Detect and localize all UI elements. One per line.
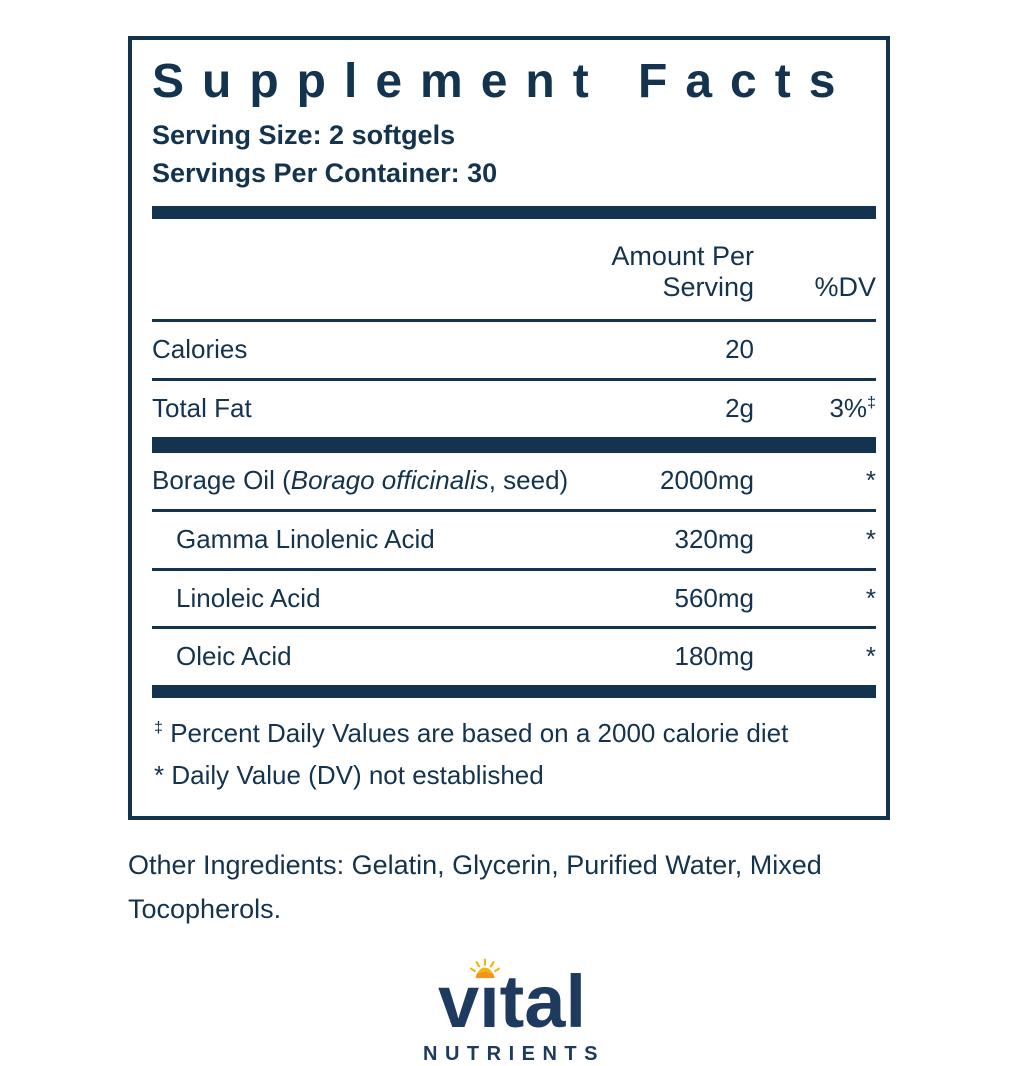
nutrient-name: Total Fat: [152, 393, 252, 424]
nutrient-row-gamma-linolenic-acid: Gamma Linolenic Acid 320mg *: [152, 512, 876, 571]
nutrient-dv: 3%‡: [754, 392, 876, 426]
nutrient-amount: 20: [725, 334, 754, 365]
nutrient-dv: *: [865, 582, 876, 613]
nutrient-amount: 320mg: [674, 523, 755, 554]
footnote-text: Daily Value (DV) not established: [171, 760, 544, 791]
serving-size: Serving Size: 2 softgels: [152, 119, 456, 150]
column-header-dv: %DV: [814, 272, 876, 303]
label-page: Supplement Facts Serving Size: 2 softgel…: [128, 0, 896, 1066]
logo-wordmark: vıtal: [438, 958, 586, 1039]
sun-icon: [469, 958, 501, 979]
brand-logo: vıtal NUTRIENTS: [419, 958, 605, 1066]
column-header-row: Amount Per Serving %DV: [152, 219, 876, 323]
footnote-marker-dagger: ‡: [154, 718, 163, 737]
nutrient-name: Borage Oil (Borago officinalis, seed): [152, 464, 584, 498]
logo-word-text: vıtal: [437, 959, 587, 1043]
column-header-amount: Amount Per Serving: [611, 241, 754, 303]
thick-divider-top: [152, 206, 876, 220]
footnote-text: Percent Daily Values are based on a 2000…: [170, 718, 789, 749]
nutrient-dv: *: [865, 465, 876, 496]
nutrient-row-calories: Calories 20: [152, 322, 876, 382]
supplement-facts-panel: Supplement Facts Serving Size: 2 softgel…: [128, 36, 890, 821]
footnotes: ‡ Percent Daily Values are based on a 20…: [152, 698, 876, 800]
nutrient-row-linoleic-acid: Linoleic Acid 560mg *: [152, 571, 876, 630]
nutrient-amount: 2g: [725, 393, 754, 424]
footnote-dv-not-established: * Daily Value (DV) not established: [154, 754, 876, 796]
nutrient-dv: *: [865, 523, 876, 554]
dv-value: 3%: [829, 393, 868, 424]
nutrient-row-oleic-acid: Oleic Acid 180mg *: [152, 629, 876, 685]
nutrient-amount: 180mg: [674, 641, 755, 672]
nutrient-name: Calories: [152, 334, 248, 365]
other-ingredients: Other Ingredients: Gelatin, Glycerin, Pu…: [128, 850, 822, 924]
nutrient-name: Linoleic Acid: [176, 582, 321, 613]
name-post: , seed): [488, 465, 569, 496]
nutrient-row-borage-oil: Borage Oil (Borago officinalis, seed) 20…: [152, 453, 876, 512]
footnote-daily-values: ‡ Percent Daily Values are based on a 20…: [154, 712, 876, 754]
name-pre: Borage Oil (: [152, 465, 291, 496]
footnote-marker-asterisk: *: [154, 760, 165, 791]
nutrient-name: Oleic Acid: [176, 641, 292, 672]
thick-divider-bottom: [152, 685, 876, 699]
nutrient-amount: 560mg: [674, 582, 755, 613]
nutrient-amount: 2000mg: [660, 465, 754, 496]
panel-title: Supplement Facts: [152, 55, 854, 108]
servings-per-container: Servings Per Container: 30: [152, 158, 498, 189]
thick-divider-middle: [152, 440, 876, 454]
logo-subtext: NUTRIENTS: [423, 1042, 605, 1065]
nutrient-name: Gamma Linolenic Acid: [176, 523, 435, 554]
name-botanical: Borago officinalis: [290, 465, 489, 496]
nutrient-row-total-fat: Total Fat 2g 3%‡: [152, 381, 876, 441]
nutrient-dv: *: [865, 641, 876, 672]
dv-footnote-marker: ‡: [867, 393, 876, 412]
